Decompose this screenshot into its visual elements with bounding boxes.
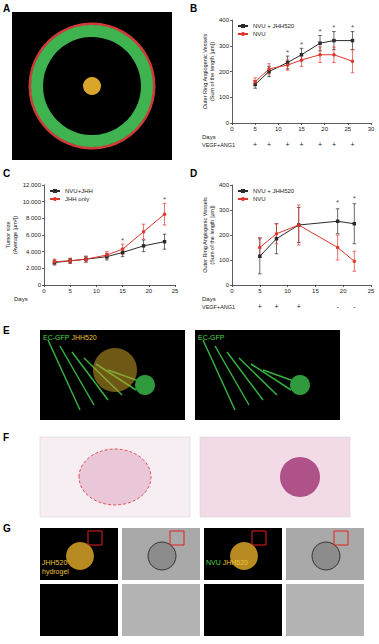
svg-text:15: 15 <box>298 126 305 132</box>
svg-text:*: * <box>318 27 321 36</box>
svg-text:8.000: 8.000 <box>26 215 42 221</box>
svg-text:EC-GFP: EC-GFP <box>43 334 70 341</box>
svg-text:+: + <box>350 141 354 148</box>
svg-text:-: - <box>336 303 339 310</box>
svg-text:Outer Ring Angiogenic Vessels: Outer Ring Angiogenic Vessels <box>202 33 208 109</box>
svg-text:+: + <box>253 141 257 148</box>
svg-text:5: 5 <box>253 126 257 132</box>
svg-text:(Sum of the length [µm]): (Sum of the length [µm]) <box>209 205 215 264</box>
svg-text:0: 0 <box>230 126 234 132</box>
svg-text:400: 400 <box>219 17 230 23</box>
svg-text:5: 5 <box>258 288 262 294</box>
svg-text:*: * <box>332 23 335 32</box>
svg-text:A: A <box>3 3 10 14</box>
svg-text:hydrogel: hydrogel <box>42 568 69 576</box>
svg-text:0: 0 <box>38 282 42 288</box>
svg-text:EC-GFP: EC-GFP <box>198 334 225 341</box>
svg-text:5: 5 <box>69 288 73 294</box>
svg-text:*: * <box>121 236 124 245</box>
svg-text:F: F <box>3 432 9 443</box>
svg-text:20: 20 <box>145 288 152 294</box>
svg-text:VEGF+ANG1: VEGF+ANG1 <box>202 142 235 148</box>
svg-text:*: * <box>286 48 289 57</box>
svg-text:300: 300 <box>219 43 230 49</box>
svg-text:NVU: NVU <box>253 196 266 202</box>
svg-text:+: + <box>267 141 271 148</box>
svg-text:NVU: NVU <box>253 31 266 37</box>
svg-text:300: 300 <box>219 207 230 213</box>
svg-text:NVU: NVU <box>206 559 221 566</box>
svg-text:+: + <box>274 303 278 310</box>
svg-text:25: 25 <box>344 126 351 132</box>
svg-text:+: + <box>318 141 322 148</box>
svg-text:200: 200 <box>219 69 230 75</box>
svg-text:25: 25 <box>368 288 375 294</box>
svg-text:6.000: 6.000 <box>26 232 42 238</box>
svg-text:10.000: 10.000 <box>23 199 42 205</box>
svg-text:B: B <box>190 3 197 14</box>
svg-text:Days: Days <box>14 296 28 302</box>
svg-text:JHH520: JHH520 <box>71 334 96 341</box>
svg-text:10: 10 <box>284 288 291 294</box>
svg-text:NVU + JHH520: NVU + JHH520 <box>253 188 295 194</box>
svg-text:G: G <box>3 523 11 534</box>
svg-text:10: 10 <box>93 288 100 294</box>
svg-text:20: 20 <box>340 288 347 294</box>
svg-text:10: 10 <box>275 126 282 132</box>
svg-text:-: - <box>353 303 356 310</box>
svg-text:JHH520: JHH520 <box>42 559 67 566</box>
svg-text:+: + <box>286 141 290 148</box>
svg-text:E: E <box>3 325 10 336</box>
svg-text:Tumor size: Tumor size <box>5 222 11 249</box>
svg-text:0: 0 <box>226 282 230 288</box>
svg-text:200: 200 <box>219 232 230 238</box>
svg-text:*: * <box>336 198 339 207</box>
svg-text:Days: Days <box>202 296 216 302</box>
svg-text:0: 0 <box>42 288 46 294</box>
svg-text:20: 20 <box>321 126 328 132</box>
svg-text:0: 0 <box>226 120 230 126</box>
svg-text:C: C <box>3 168 10 179</box>
svg-text:*: * <box>351 23 354 32</box>
svg-text:100: 100 <box>219 257 230 263</box>
svg-text:*: * <box>300 40 303 49</box>
svg-text:400: 400 <box>219 182 230 188</box>
svg-text:12.000: 12.000 <box>23 182 42 188</box>
svg-text:+: + <box>299 141 303 148</box>
svg-text:100: 100 <box>219 94 230 100</box>
svg-text:+: + <box>332 141 336 148</box>
svg-text:4.000: 4.000 <box>26 249 42 255</box>
svg-text:25: 25 <box>172 288 179 294</box>
svg-text:30: 30 <box>368 126 375 132</box>
svg-text:*: * <box>163 195 166 204</box>
svg-text:NVU + JHH520: NVU + JHH520 <box>253 23 295 29</box>
svg-text:JHH520: JHH520 <box>223 559 248 566</box>
svg-text:15: 15 <box>312 288 319 294</box>
svg-text:+: + <box>297 303 301 310</box>
svg-text:JHH only: JHH only <box>65 196 89 202</box>
svg-text:15: 15 <box>119 288 126 294</box>
svg-text:*: * <box>353 194 356 203</box>
svg-text:NVU+JHH: NVU+JHH <box>65 188 93 194</box>
svg-text:Outer Ring Angiogenic Vessels: Outer Ring Angiogenic Vessels <box>202 197 208 273</box>
svg-text:(Sum of the length [µm]): (Sum of the length [µm]) <box>209 42 215 101</box>
svg-text:Days: Days <box>202 134 216 140</box>
svg-text:2.000: 2.000 <box>26 265 42 271</box>
svg-text:0: 0 <box>230 288 234 294</box>
svg-text:VEGF+ANG1: VEGF+ANG1 <box>202 304 235 310</box>
svg-text:D: D <box>190 168 197 179</box>
svg-text:(Average [µm²]): (Average [µm²]) <box>12 216 18 254</box>
svg-text:+: + <box>258 303 262 310</box>
